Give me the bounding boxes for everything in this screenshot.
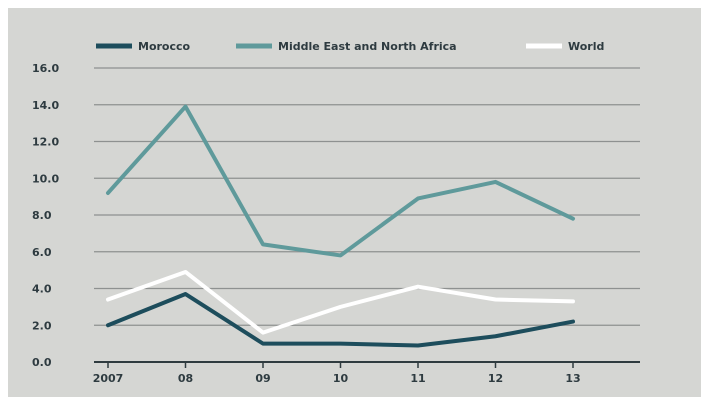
x-tick-label: 11 — [410, 372, 425, 385]
x-tick-label: 13 — [565, 372, 580, 385]
x-tick-label: 12 — [488, 372, 503, 385]
x-axis — [94, 361, 640, 368]
legend-label-middle-east-and-north-africa: Middle East and North Africa — [278, 40, 457, 53]
legend-label-world: World — [568, 40, 604, 53]
y-tick-label: 8.0 — [32, 209, 52, 222]
x-axis-tick-labels: 2007 08 09 10 11 12 13 — [93, 372, 581, 385]
x-tick-label: 09 — [255, 372, 270, 385]
series-lines — [106, 104, 575, 348]
y-axis-tick-labels: 0.0 2.0 4.0 6.0 8.0 10.0 12.0 14.0 16.0 — [32, 62, 59, 369]
series-line-middle-east-and-north-africa — [106, 104, 575, 258]
legend-label-morocco: Morocco — [138, 40, 191, 53]
gridlines — [94, 67, 640, 326]
series-line-morocco — [106, 292, 575, 348]
line-chart: 0.0 2.0 4.0 6.0 8.0 10.0 12.0 14.0 16.0 2007 08 09… — [32, 40, 640, 385]
y-tick-label: 2.0 — [32, 319, 52, 332]
chart-panel: 0.0 2.0 4.0 6.0 8.0 10.0 12.0 14.0 16.0 2007 08 09… — [8, 8, 701, 397]
x-tick-label: 10 — [333, 372, 349, 385]
y-tick-label: 4.0 — [32, 283, 52, 296]
y-tick-label: 14.0 — [32, 99, 59, 112]
y-tick-label: 6.0 — [32, 246, 52, 259]
series-line-world — [106, 269, 575, 335]
x-tick-label: 2007 — [93, 372, 124, 385]
x-tick-label: 08 — [178, 372, 193, 385]
legend: Morocco Middle East and North Africa World — [96, 40, 604, 53]
y-tick-label: 12.0 — [32, 136, 59, 149]
y-tick-label: 16.0 — [32, 62, 59, 75]
y-tick-label: 0.0 — [32, 356, 52, 369]
y-tick-label: 10.0 — [32, 172, 59, 185]
